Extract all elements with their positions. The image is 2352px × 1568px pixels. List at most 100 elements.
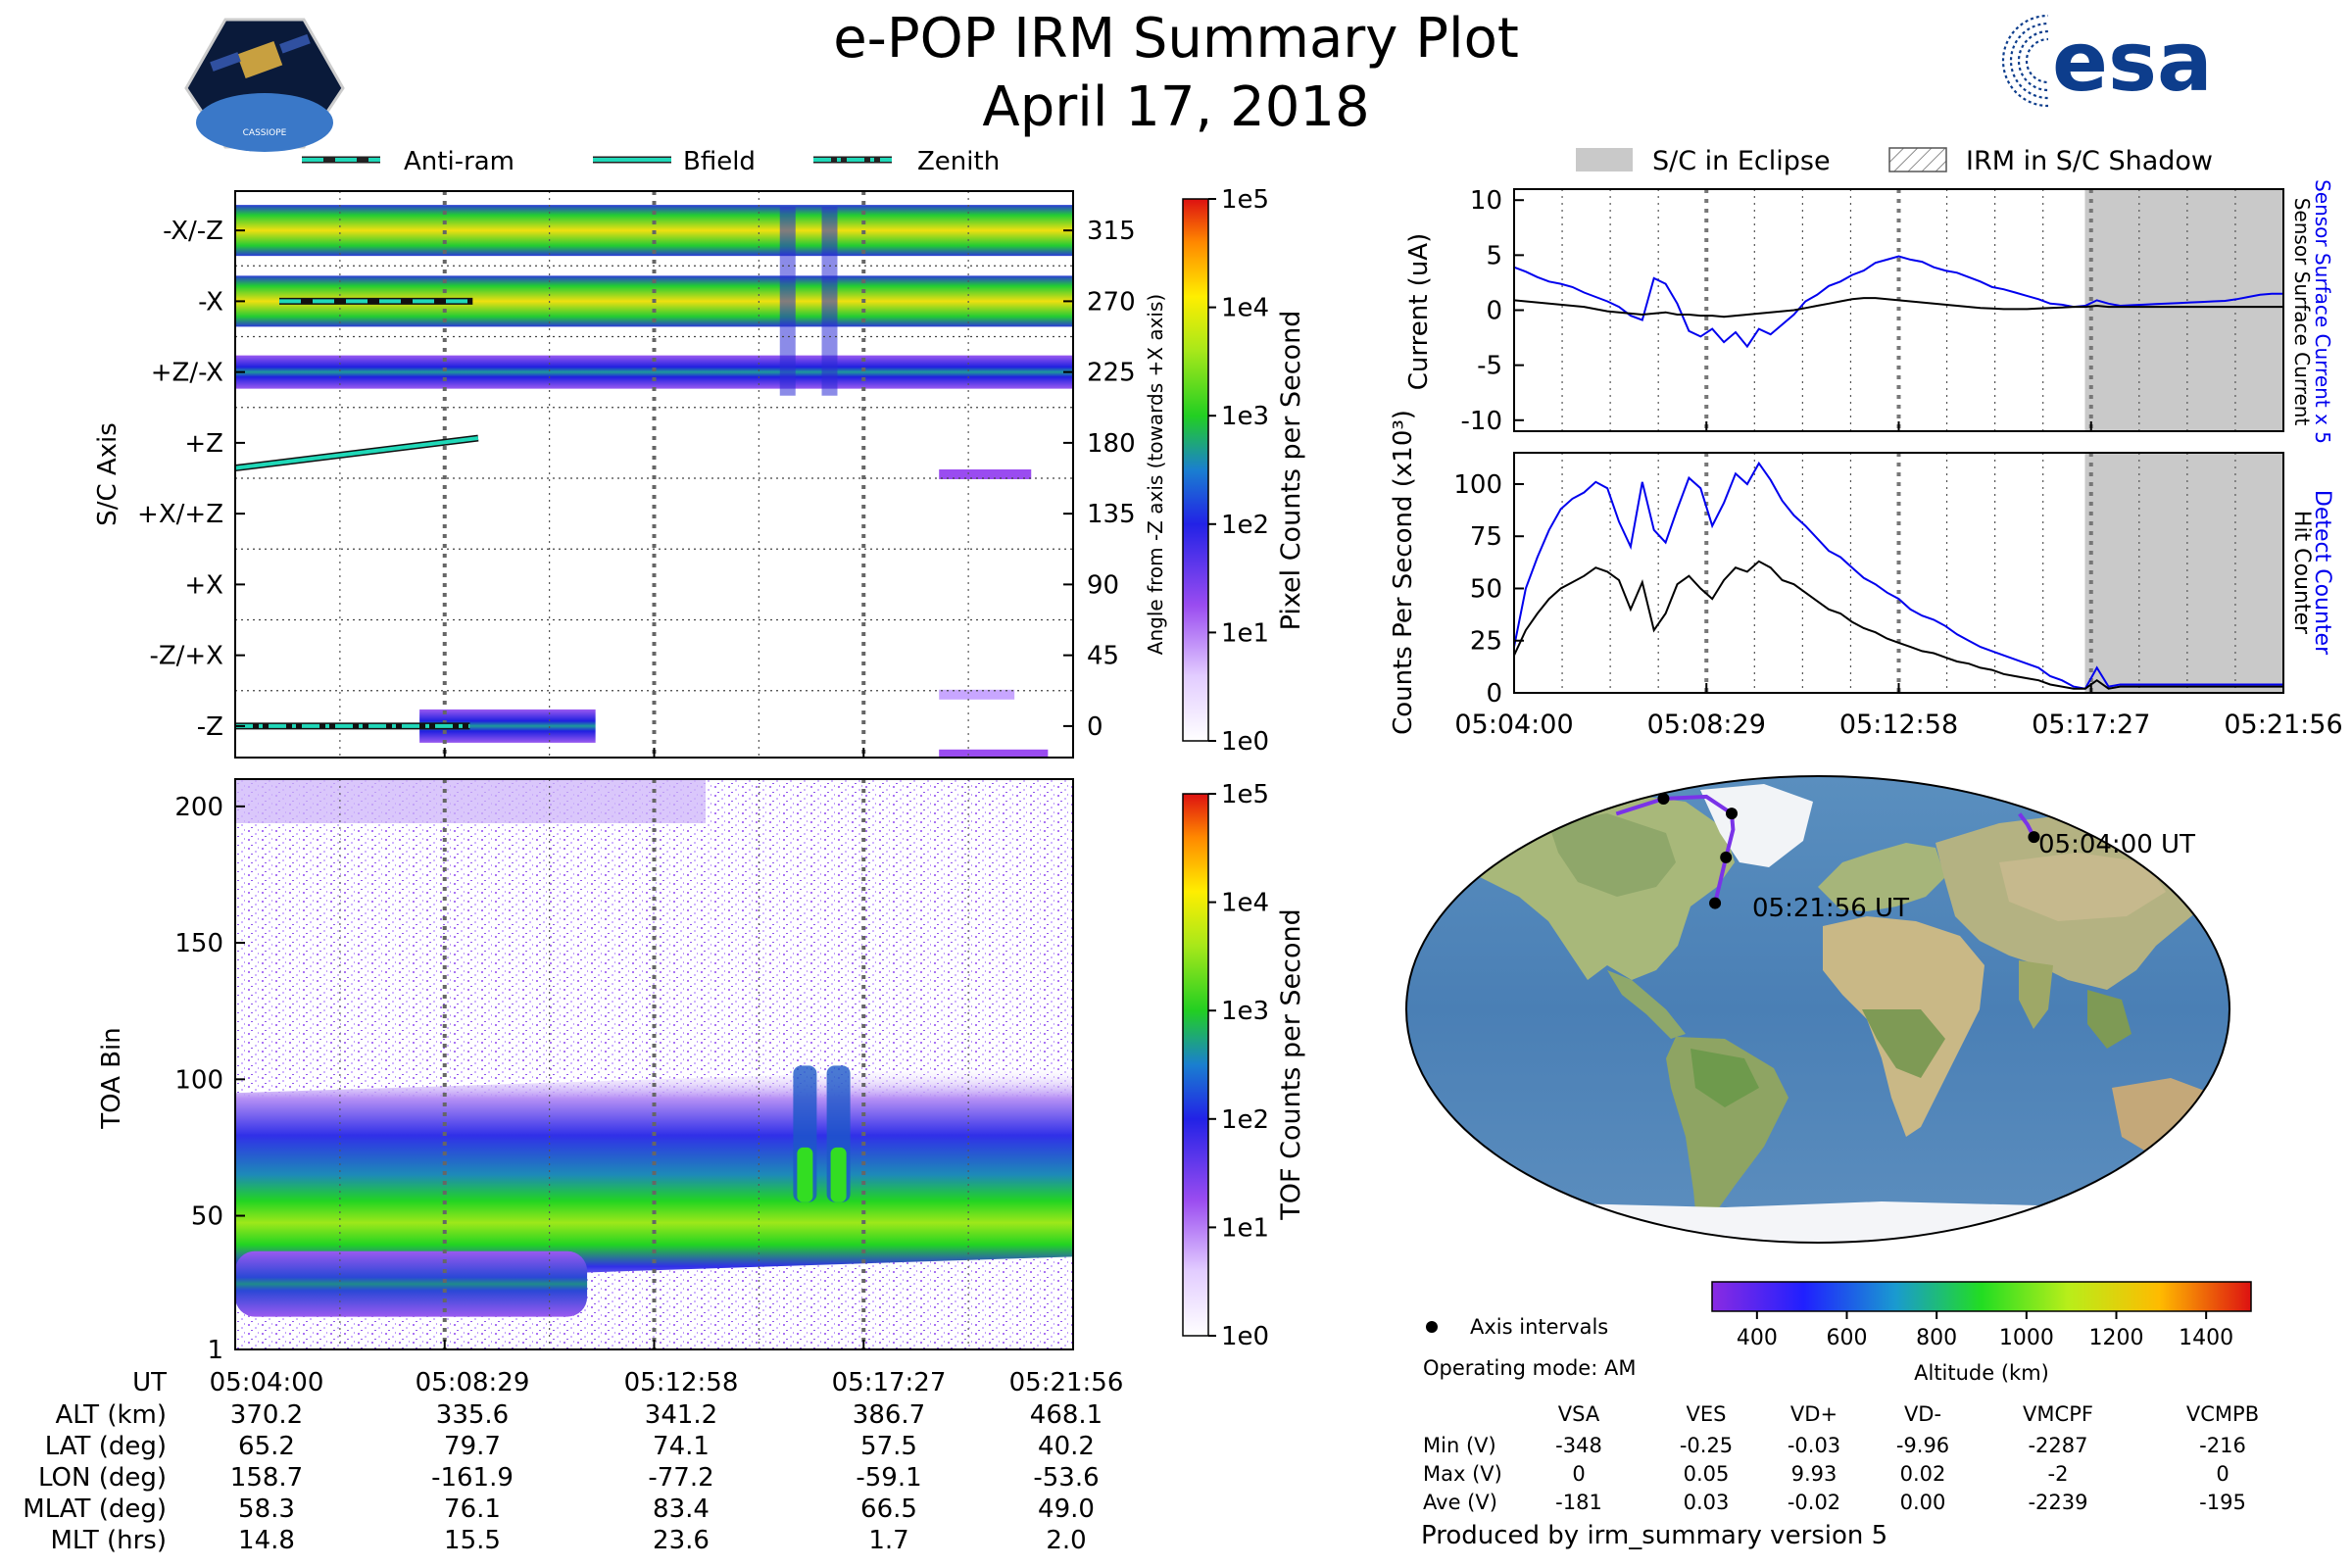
table-cell: 468.1 <box>1030 1400 1102 1430</box>
colorbar-tick-label: 1e2 <box>1221 511 1269 540</box>
pixel-colorbar: 1e0 1e1 1e2 1e3 1e4 1e5 Pixel Counts per Seco… <box>1182 185 1306 757</box>
table-cell: 14.8 <box>238 1526 295 1555</box>
toa-tick-label: 50 <box>191 1202 223 1232</box>
table-cell: 158.7 <box>230 1463 303 1493</box>
altitude-label: Altitude (km) <box>1914 1361 2049 1385</box>
pixel-colorbar-label: Pixel Counts per Second <box>1276 311 1306 631</box>
axis-interval-point-4 <box>1709 897 1722 909</box>
tof-colorbar-label: TOF Counts per Second <box>1276 908 1306 1221</box>
plot-title: e-POP IRM Summary Plot <box>833 7 1519 71</box>
sc-axis-ltick-label: +X/+Z <box>137 500 223 529</box>
orientation-legend: Anti-ram Bfield Zenith <box>302 147 1000 176</box>
toa-tick-label: 1 <box>207 1336 223 1365</box>
sc-axis-ltick-label: -X/-Z <box>163 217 223 246</box>
sc-axis-rtick-label: 315 <box>1087 217 1136 246</box>
ytick-label: -10 <box>1461 407 1502 436</box>
current-panel: 10 5 0 -5 -10 Current (uA) Sensor Surface Cu… <box>1404 179 2334 444</box>
counts-ticks: 100 75 50 25 005:04:00 05:08:29 05:12:58 05:17:… <box>1453 470 2342 740</box>
voltage-header: VES <box>1687 1402 1727 1426</box>
altitude-tick-label: 1000 <box>1999 1326 2054 1350</box>
pixel-colorbar-ticks: 1e0 1e1 1e2 1e3 1e4 1e5 <box>1208 185 1269 757</box>
table-cell: 23.6 <box>653 1526 710 1555</box>
voltage-cell: 0 <box>1572 1462 1585 1486</box>
table-cell: 05:12:58 <box>624 1368 739 1397</box>
sc-axis-rtick-label: 0 <box>1087 712 1103 742</box>
voltage-header: VD- <box>1904 1402 1941 1426</box>
table-cell: 79.7 <box>444 1432 501 1461</box>
toa-lower-band <box>235 1250 588 1317</box>
voltage-header: VMCPF <box>2023 1402 2093 1426</box>
table-row-label: LAT (deg) <box>45 1432 167 1461</box>
ytick-label: 10 <box>1470 186 1502 216</box>
voltage-header: VCMPB <box>2186 1402 2259 1426</box>
sc-axis-ltick-label: -Z/+X <box>149 642 223 671</box>
voltage-cell: 0 <box>2216 1462 2229 1486</box>
table-cell: 76.1 <box>444 1494 501 1524</box>
sc-axis-ticks: 315 -X/-Z 270 -X 225 +Z/-X 180 +Z 135 +X/+Z 90 +X 45… <box>137 217 1136 758</box>
ytick-label: 100 <box>1453 470 1502 500</box>
sc-axis-ltick-label: -X <box>198 287 223 317</box>
colorbar-tick-label: 1e3 <box>1221 402 1269 431</box>
axis-interval-point-1 <box>1657 793 1670 806</box>
cassiope-logo-text: CASSIOPE <box>243 128 287 138</box>
sc-axis-band--18 <box>939 749 1049 758</box>
toa-spike-core-0 <box>797 1147 813 1202</box>
altitude-tick-label: 400 <box>1737 1326 1778 1350</box>
axis-intervals-label: Axis intervals <box>1470 1315 1608 1339</box>
table-row-label: MLAT (deg) <box>23 1494 167 1524</box>
voltage-table: VSA VES VD+ VD- VMCPF VCMPB Min (V) -348 -0.25 -0… <box>1423 1402 2259 1514</box>
current-ticks: 10 5 0 -5 -10 <box>1461 186 2284 436</box>
table-cell: -77.2 <box>648 1463 713 1493</box>
sc-axis-ltick-label: +Z <box>184 429 223 459</box>
voltage-cell: -2 <box>2048 1462 2069 1486</box>
axis-interval-point-0 <box>2028 831 2040 844</box>
table-row-label: LON (deg) <box>38 1463 167 1493</box>
counts-right-label-detect: Detect Counter <box>2310 490 2334 656</box>
voltage-header: VSA <box>1558 1402 1600 1426</box>
table-cell: 66.5 <box>860 1494 917 1524</box>
table-cell: 05:08:29 <box>416 1368 530 1397</box>
plot-date: April 17, 2018 <box>982 75 1370 139</box>
voltage-header: VD+ <box>1790 1402 1838 1426</box>
continent-europe <box>1818 843 1945 911</box>
ytick-label: -5 <box>1477 352 1502 381</box>
voltage-row-label: Min (V) <box>1423 1434 1496 1457</box>
voltage-cell: -9.96 <box>1896 1434 1949 1457</box>
table-cell: 05:21:56 <box>1009 1368 1124 1397</box>
colorbar-tick-label: 1e5 <box>1221 185 1269 215</box>
colorbar-tick-label: 1e0 <box>1221 727 1269 757</box>
legend-antiram-label: Anti-ram <box>404 147 514 176</box>
ytick-label: 75 <box>1470 522 1502 552</box>
world-map: 05:04:00 UT 05:21:56 UT <box>1405 775 2230 1244</box>
colorbar-tick-label: 1e5 <box>1221 780 1269 809</box>
map-start-label: 05:04:00 UT <box>2038 830 2195 859</box>
voltage-row-label: Max (V) <box>1423 1462 1502 1486</box>
colorbar-tick-label: 1e4 <box>1221 889 1269 918</box>
voltage-cell: -195 <box>2199 1491 2246 1514</box>
sc-axis-bands <box>235 205 1073 758</box>
table-cell: -161.9 <box>431 1463 514 1493</box>
sc-axis-ltick-label: +Z/-X <box>151 359 223 388</box>
esa-logo: esa <box>2001 14 2213 112</box>
legend-bfield-label: Bfield <box>683 147 756 176</box>
sc-axis-band-160 <box>939 469 1032 479</box>
sc-axis-ylabel: S/C Axis <box>93 422 122 526</box>
toa-tick-label: 100 <box>174 1065 223 1095</box>
xtick-label: 05:17:27 <box>2032 710 2150 740</box>
current-plot-body <box>1513 189 2283 431</box>
ytick-label: 25 <box>1470 627 1502 657</box>
colorbar-tick-label: 1e0 <box>1221 1322 1269 1351</box>
colorbar-tick-label: 1e2 <box>1221 1105 1269 1135</box>
altitude-tick-label: 1200 <box>2089 1326 2144 1350</box>
voltage-cell: 0.05 <box>1684 1462 1730 1486</box>
cassiope-logo: CASSIOPE <box>184 18 345 152</box>
sc-axis-spike-1 <box>821 207 838 396</box>
sc-axis-rtick-label: 225 <box>1087 359 1136 388</box>
table-row-label: MLT (hrs) <box>51 1526 168 1555</box>
ytick-label: 50 <box>1470 574 1502 604</box>
counts-ylabel: Counts Per Second (x10³) <box>1389 410 1418 735</box>
voltage-row-label: Ave (V) <box>1423 1491 1497 1514</box>
table-cell: 83.4 <box>653 1494 710 1524</box>
toa-top-haze <box>235 779 706 823</box>
